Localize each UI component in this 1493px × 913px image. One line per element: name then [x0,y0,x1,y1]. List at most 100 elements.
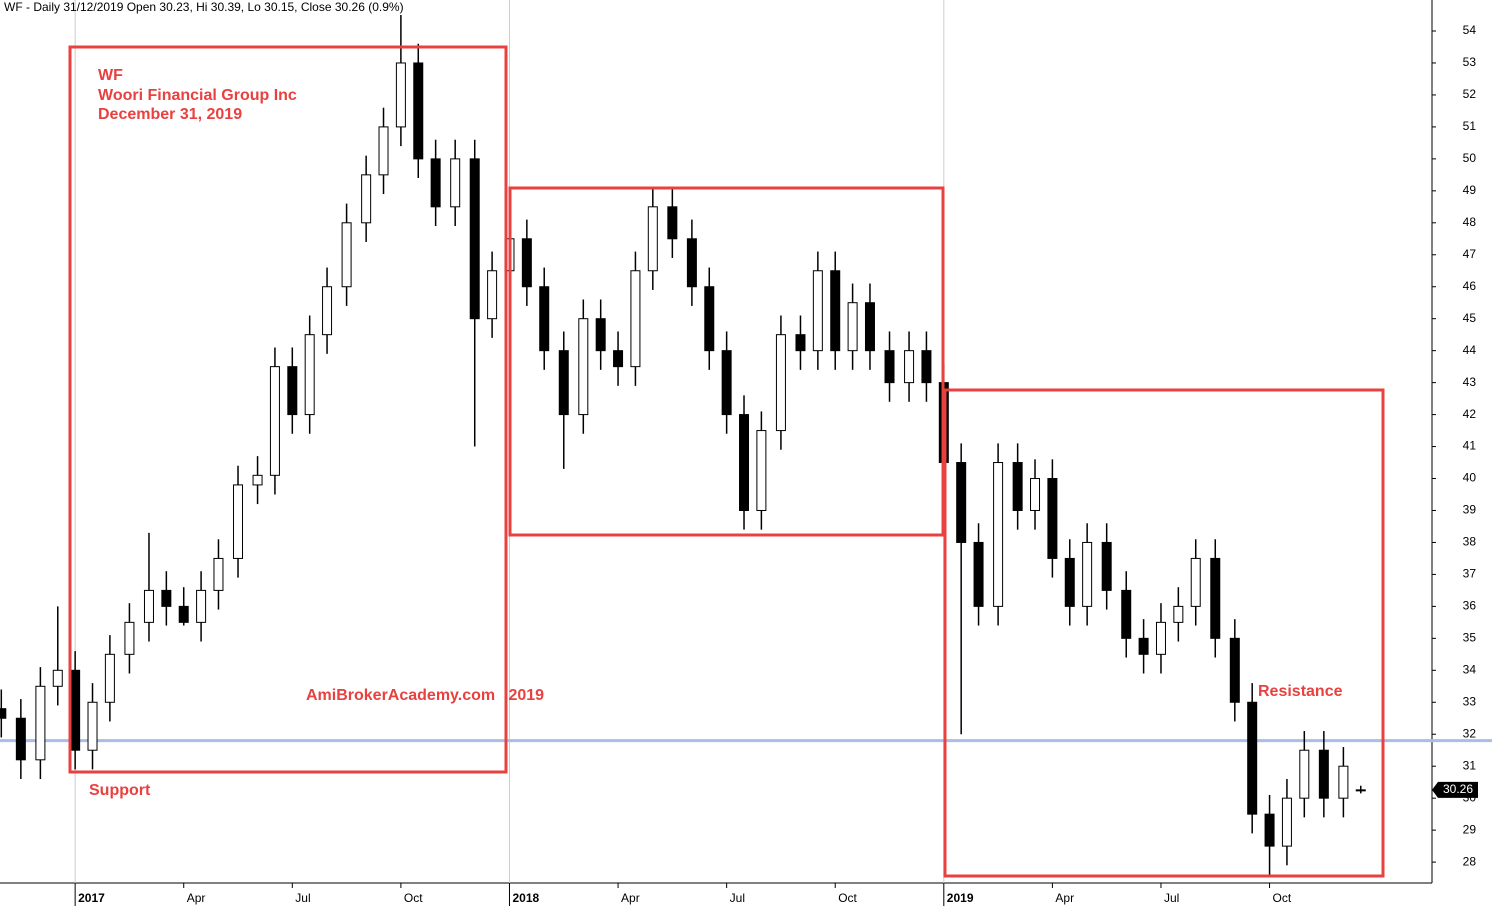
y-tick-label: 32 [1463,726,1477,740]
y-tick-label: 39 [1463,503,1477,517]
candle-body [1030,478,1041,511]
plot [0,0,1492,883]
candle-body [756,430,767,511]
y-tick-label: 42 [1463,407,1477,421]
y-tick-label: 43 [1463,375,1477,389]
candle-body [812,270,823,352]
candle-body [595,318,606,352]
candle-body [341,222,352,288]
candle-body [233,484,244,559]
candle-body [739,414,750,511]
candle-body [87,701,98,751]
x-tick-label: Apr [187,891,206,905]
y-tick-label: 31 [1463,758,1477,772]
y-tick-label: 28 [1463,854,1477,868]
candle-body [395,62,406,128]
candle-body [704,286,715,352]
y-tick-label: 40 [1463,471,1477,485]
candle-body [1264,813,1275,847]
range-box [508,186,945,537]
candle-body [630,270,641,368]
range-box [943,388,1385,878]
candle-body [775,334,786,432]
candle-body [1047,478,1058,559]
candle-body [558,350,569,416]
x-tick-label: 2017 [78,891,105,905]
candle-body [35,685,46,761]
candle-body [647,206,658,272]
candle-body [539,286,550,352]
candle-body [15,717,26,761]
annotation: Resistance [1258,683,1343,700]
candle-body [52,669,63,687]
candle-body [847,302,858,352]
x-tick-label: Oct [838,891,857,905]
x-tick-label: 2018 [512,891,539,905]
candle-body [124,621,135,655]
y-tick-label: 49 [1463,183,1477,197]
candle-body [450,158,461,208]
y-tick-label: 52 [1463,87,1477,101]
candle-body [104,653,115,703]
y-tick-label: 48 [1463,215,1477,229]
candle-body [161,589,172,607]
x-tick-label: Jul [295,891,310,905]
y-tick-label: 45 [1463,311,1477,325]
candle-body [213,557,224,591]
candle-body [143,589,154,623]
candle-body [361,174,372,224]
candle-body [1281,797,1292,847]
y-tick-label: 46 [1463,279,1477,293]
y-tick-label: 50 [1463,151,1477,165]
candle-body [287,366,298,416]
y-tick-label: 33 [1463,694,1477,708]
y-tick-label: 37 [1463,567,1477,581]
candle-body [469,158,480,320]
x-tick-label: Apr [1055,891,1074,905]
annotation: AmiBrokerAcademy.com 2019 [306,687,544,704]
candle-body [1338,765,1349,799]
candle-body [721,350,732,416]
candle-body [1318,749,1329,799]
y-tick-label: 36 [1463,599,1477,613]
candle-body [1064,557,1075,607]
candle-body [196,589,207,623]
candle-body [1155,621,1166,655]
candle-body [993,462,1004,607]
candle-body [413,62,424,160]
candle-body [269,366,280,476]
last-price-label: 30.26 [1443,782,1473,796]
candle-body [973,541,984,607]
annotation: Support [89,782,151,799]
y-tick-label: 34 [1463,662,1477,676]
candle-body [1138,637,1149,655]
candle-body [1101,541,1112,591]
candle-body [1299,749,1310,799]
candle-body [1210,557,1221,639]
candle-body [613,350,624,368]
y-tick-label: 51 [1463,119,1477,133]
chart-title: WF - Daily 31/12/2019 Open 30.23, Hi 30.… [4,0,404,14]
candle-body [1173,605,1184,623]
y-tick-label: 54 [1463,23,1477,37]
x-tick-label: Jul [730,891,745,905]
candle-body [686,238,697,288]
candle-body [578,318,589,416]
candle-body [1247,701,1258,815]
y-tick-label: 35 [1463,631,1477,645]
y-tick-label: 44 [1463,343,1477,357]
x-tick-label: Oct [404,891,423,905]
candle-body [0,708,7,719]
annotation: WF [98,67,123,84]
candle-body [378,126,389,176]
candle-body [795,334,806,352]
candle-body [252,474,263,486]
candle-body [322,286,333,336]
candle-body [521,238,532,288]
y-tick-label: 41 [1463,439,1477,453]
candle-body [304,334,315,416]
x-tick-label: 2019 [947,891,974,905]
candle-body [884,350,895,384]
